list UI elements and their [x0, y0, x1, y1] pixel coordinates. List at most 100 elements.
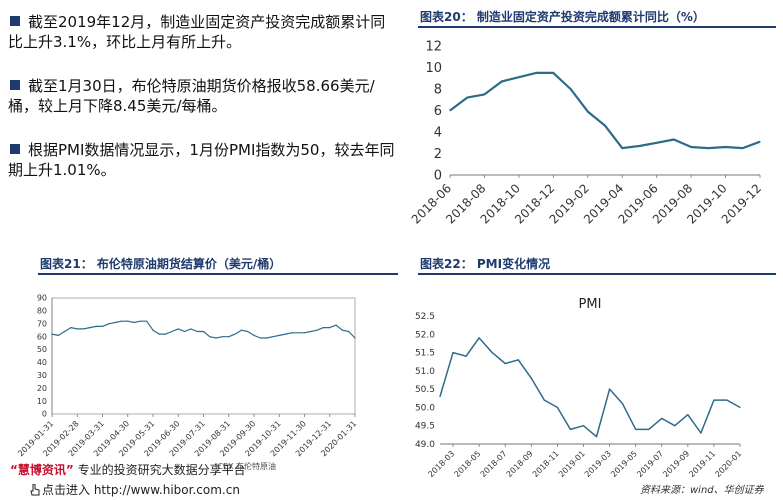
data-point — [291, 332, 293, 334]
data-point — [297, 332, 299, 334]
data-point — [635, 428, 637, 430]
data-point — [687, 414, 689, 416]
y-tick-label: 12 — [425, 39, 442, 54]
x-tick-label: 2020-01 — [713, 449, 743, 478]
data-point — [518, 76, 520, 78]
y-tick-label: 50.5 — [415, 385, 435, 395]
data-point — [483, 93, 486, 95]
data-point — [108, 323, 110, 325]
bullet-item: 截至2019年12月，制造业固定资产投资完成额累计同比上升3.1%，环比上月有所… — [8, 13, 386, 51]
chart21-watermark: ICEX 布伦特原油 — [215, 462, 277, 471]
bullet-square-icon — [10, 144, 20, 154]
y-tick-label: 8 — [434, 82, 442, 97]
y-tick-label: 30 — [37, 371, 47, 380]
data-point — [240, 329, 242, 331]
y-tick-label: 52.5 — [415, 312, 435, 322]
y-tick-label: 10 — [425, 61, 442, 76]
data-point — [595, 436, 598, 438]
brand-name: “慧博资讯” — [10, 463, 74, 477]
chart22-title-rule — [418, 273, 776, 275]
data-point — [120, 320, 123, 322]
data-point — [759, 141, 761, 143]
x-tick-label: 2019-11 — [687, 449, 717, 478]
chart21-title-rule — [38, 273, 398, 275]
y-tick-label: 60 — [37, 332, 47, 341]
chart21-brent-crude: 01020304050607080902019-01-312019-02-282… — [16, 294, 358, 458]
series-line — [51, 320, 356, 339]
x-tick-label: 2019-01 — [557, 449, 587, 478]
y-tick-label: 49.0 — [415, 440, 435, 450]
data-point — [504, 362, 506, 365]
data-point — [272, 336, 274, 338]
footer-link[interactable]: 点击进入 http://www.hibor.com.cn — [30, 481, 240, 498]
data-point — [465, 355, 467, 357]
y-tick-label: 50.0 — [415, 403, 435, 413]
data-point — [133, 321, 135, 324]
data-point — [215, 337, 217, 339]
bullet-item: 截至1月30日，布伦特原油期货价格报收58.66美元/桶，较上月下降8.45美元… — [8, 77, 375, 115]
y-tick-label: 49.5 — [415, 422, 435, 432]
data-point — [452, 351, 454, 354]
y-tick-label: 2 — [434, 147, 442, 162]
data-point — [556, 406, 558, 409]
data-point — [587, 110, 589, 113]
data-point — [158, 333, 160, 335]
data-point — [57, 334, 59, 336]
chart22-pmi: 49.049.550.050.551.051.552.052.52018-032… — [415, 297, 743, 478]
data-point — [449, 109, 451, 112]
data-point — [707, 147, 709, 149]
data-point — [114, 321, 116, 324]
data-point — [335, 324, 337, 326]
y-tick-label: 70 — [37, 319, 47, 328]
data-point — [101, 325, 104, 327]
data-point — [89, 327, 91, 329]
data-point — [604, 124, 606, 127]
x-tick-label: 2019-03 — [583, 449, 613, 478]
series-line — [439, 337, 741, 438]
x-tick-label: 2018-09 — [505, 449, 535, 478]
data-point — [139, 320, 141, 322]
chart20-title: 图表20： 制造业固定资产投资完成额累计同比（%） — [420, 10, 705, 24]
data-point — [569, 88, 572, 90]
data-point — [82, 328, 85, 330]
data-point — [700, 432, 702, 434]
x-tick-label: 2019-09 — [661, 449, 691, 478]
data-point — [146, 320, 148, 322]
y-tick-label: 6 — [434, 104, 442, 119]
data-point — [739, 406, 741, 409]
y-tick-label: 4 — [434, 125, 442, 140]
data-point — [535, 72, 537, 74]
y-tick-label: 52.0 — [415, 330, 435, 340]
chart20-title-rule — [418, 26, 776, 28]
data-point — [724, 146, 727, 148]
y-tick-label: 50 — [37, 345, 47, 354]
data-point — [95, 325, 97, 327]
data-point — [354, 337, 356, 339]
data-point — [690, 146, 692, 148]
y-tick-label: 80 — [37, 307, 47, 316]
data-point — [303, 332, 306, 334]
data-point — [661, 417, 663, 419]
footer-link-text[interactable]: 点击进入 http://www.hibor.com.cn — [42, 483, 240, 497]
chart21-title: 图表21： 布伦特原油期货结算价（美元/桶） — [40, 257, 282, 271]
data-point — [165, 333, 167, 335]
data-point — [177, 328, 179, 330]
y-tick-label: 40 — [37, 358, 47, 367]
data-point — [582, 425, 585, 427]
data-point — [221, 336, 224, 338]
data-point — [196, 330, 198, 333]
data-point — [656, 142, 658, 144]
data-point — [316, 329, 318, 331]
data-point — [247, 330, 249, 333]
data-point — [190, 328, 192, 330]
summary-bullets: 截至2019年12月，制造业固定资产投资完成额累计同比上升3.1%，环比上月有所… — [8, 12, 398, 204]
data-point — [543, 399, 545, 401]
y-tick-label: 90 — [37, 294, 47, 303]
data-point — [234, 333, 236, 335]
footer-brand: “慧博资讯” 专业的投资研究大数据分享平台 — [10, 461, 246, 478]
data-point — [569, 428, 572, 430]
data-point — [127, 320, 129, 322]
data-point — [552, 72, 554, 74]
data-point — [64, 330, 66, 333]
data-point — [70, 327, 72, 329]
